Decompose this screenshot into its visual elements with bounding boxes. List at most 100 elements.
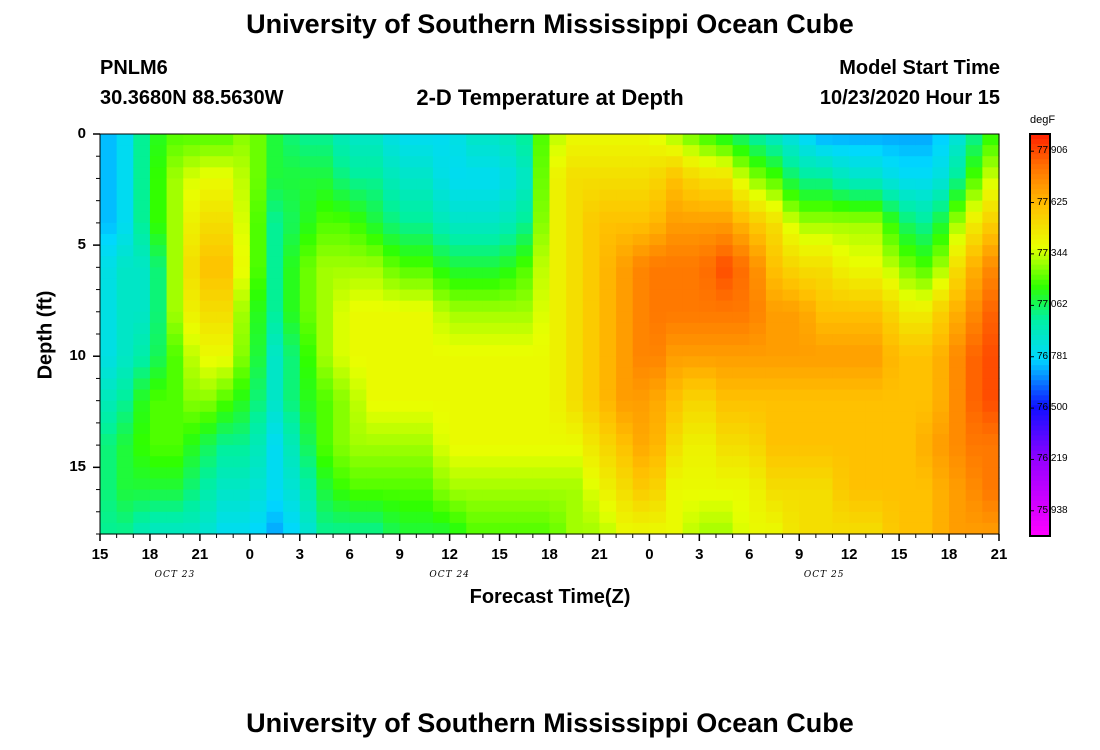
heatmap-cell xyxy=(116,334,134,346)
heatmap-cell xyxy=(882,378,900,391)
heatmap-cell xyxy=(416,500,434,513)
heatmap-cell xyxy=(532,267,551,280)
heatmap-cell xyxy=(616,200,634,213)
heatmap-cell xyxy=(133,478,151,491)
heatmap-cell xyxy=(965,211,983,224)
colorbar-segment xyxy=(1030,360,1050,366)
heatmap-cell xyxy=(383,200,401,213)
y-axis-title: Depth (ft) xyxy=(34,290,57,380)
heatmap-cell xyxy=(100,134,118,146)
heatmap-cell xyxy=(832,367,850,380)
heatmap-cell xyxy=(849,267,867,280)
heatmap-cell xyxy=(466,300,484,313)
heatmap-cell xyxy=(915,434,934,446)
heatmap-cell xyxy=(299,411,318,424)
x-tick-label: 15 xyxy=(91,546,109,563)
heatmap-cell xyxy=(566,522,584,535)
heatmap-cell xyxy=(865,289,884,302)
heatmap-cell xyxy=(399,400,417,413)
heatmap-cell xyxy=(266,211,284,224)
heatmap-cell xyxy=(149,478,168,491)
heatmap-cell xyxy=(299,456,318,468)
heatmap-cell xyxy=(283,511,301,524)
heatmap-cell xyxy=(383,245,401,257)
heatmap-cell xyxy=(666,200,684,213)
heatmap-cell xyxy=(915,322,934,335)
heatmap-cell xyxy=(899,234,917,246)
heatmap-cell xyxy=(799,245,817,257)
heatmap-cell xyxy=(882,278,900,291)
heatmap-cell xyxy=(765,189,784,202)
heatmap-cell xyxy=(116,400,134,413)
heatmap-cell xyxy=(782,222,800,235)
heatmap-cell xyxy=(799,322,817,335)
heatmap-cell xyxy=(815,278,834,291)
heatmap-cell xyxy=(399,178,417,191)
heatmap-cell xyxy=(482,134,501,146)
heatmap-cell xyxy=(832,400,850,413)
heatmap-cell xyxy=(432,200,451,213)
heatmap-cell xyxy=(466,245,484,257)
heatmap-cell xyxy=(965,445,983,457)
heatmap-cell xyxy=(249,489,268,502)
heatmap-cell xyxy=(466,289,484,302)
heatmap-cell xyxy=(183,189,201,202)
heatmap-cell xyxy=(666,356,684,368)
heatmap-cell xyxy=(516,389,534,402)
heatmap-cell xyxy=(466,345,484,357)
heatmap-cell xyxy=(349,189,367,202)
heatmap-cell xyxy=(982,400,1000,413)
heatmap-cell xyxy=(416,389,434,402)
heatmap-cell xyxy=(216,389,234,402)
heatmap-cell xyxy=(865,245,884,257)
heatmap-cell xyxy=(366,478,384,491)
heatmap-cell xyxy=(799,278,817,291)
heatmap-cell xyxy=(100,300,118,313)
heatmap-cell xyxy=(100,234,118,246)
heatmap-cell xyxy=(782,178,800,191)
heatmap-cell xyxy=(566,145,584,157)
heatmap-cell xyxy=(199,167,218,180)
heatmap-cell xyxy=(316,167,334,180)
colorbar-label: 76.781 xyxy=(1037,350,1068,362)
heatmap-cell xyxy=(732,311,750,324)
heatmap-cell xyxy=(283,445,301,457)
heatmap-cell xyxy=(100,211,118,224)
heatmap-cell xyxy=(233,178,251,191)
heatmap-cell xyxy=(399,456,417,468)
heatmap-cell xyxy=(399,278,417,291)
heatmap-cell xyxy=(815,211,834,224)
heatmap-cell xyxy=(416,211,434,224)
heatmap-cell xyxy=(566,322,584,335)
heatmap-cell xyxy=(682,467,700,480)
heatmap-cell xyxy=(383,211,401,224)
heatmap-cell xyxy=(949,156,967,168)
heatmap-cell xyxy=(799,200,817,213)
heatmap-cell xyxy=(216,400,234,413)
heatmap-cell xyxy=(949,511,967,524)
heatmap-cell xyxy=(932,478,950,491)
heatmap-cell xyxy=(899,445,917,457)
heatmap-cell xyxy=(283,178,301,191)
heatmap-cell xyxy=(666,267,684,280)
heatmap-cell xyxy=(915,178,934,191)
heatmap-cell xyxy=(666,411,684,424)
heatmap-cell xyxy=(649,400,667,413)
heatmap-cell xyxy=(399,245,417,257)
heatmap-cell xyxy=(249,411,268,424)
heatmap-cell xyxy=(283,167,301,180)
colorbar-segment xyxy=(1030,269,1050,276)
heatmap-cell xyxy=(499,445,517,457)
colorbar-segment xyxy=(1030,485,1050,492)
heatmap-cell xyxy=(366,434,384,446)
heatmap-cell xyxy=(765,378,784,391)
heatmap-cell xyxy=(499,211,517,224)
colorbar-segment xyxy=(1030,435,1050,442)
heatmap-cell xyxy=(316,478,334,491)
heatmap-cell xyxy=(799,445,817,457)
heatmap-cell xyxy=(699,211,717,224)
x-tick-label: 9 xyxy=(395,546,404,563)
heatmap-cell xyxy=(599,478,617,491)
heatmap-cell xyxy=(349,434,367,446)
heatmap-cell xyxy=(732,167,750,180)
